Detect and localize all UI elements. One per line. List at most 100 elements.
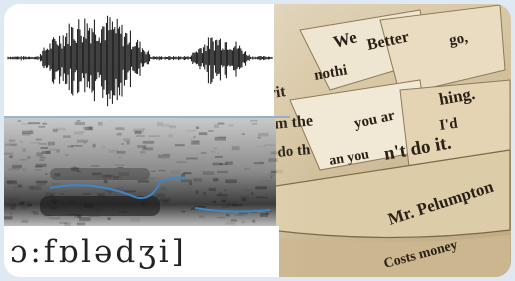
spectrogram-cell — [217, 171, 228, 173]
spectrogram-cell — [115, 127, 124, 130]
spectrogram-cell — [271, 151, 278, 154]
spectrogram-cell — [133, 129, 144, 133]
spectrogram-cell — [181, 180, 192, 183]
spectrogram-cell — [226, 214, 230, 216]
spectrogram-cell — [217, 194, 228, 196]
spectrogram-cell — [108, 150, 118, 153]
spectrogram-cell — [218, 123, 225, 125]
spectrogram-cell — [158, 155, 170, 159]
spectrogram-cell — [235, 215, 245, 216]
spectrogram-cell — [158, 170, 165, 171]
image: WenothiBetterwritrom theyou arhing.'t do… — [0, 0, 515, 281]
spectrogram-cell — [27, 204, 32, 207]
spectrogram-cell — [18, 185, 23, 188]
spectrogram-cell — [59, 222, 67, 224]
spectrogram-cell — [88, 216, 100, 217]
spectrogram-cell — [39, 159, 44, 161]
spectrogram-cell — [215, 137, 226, 141]
spectrogram-cell — [12, 165, 22, 169]
spectrogram-cell — [225, 190, 227, 192]
spectrogram-cell — [77, 120, 81, 122]
spectrogram-cell — [33, 212, 39, 215]
spectrogram-cell — [269, 174, 275, 176]
spectrogram-cell — [213, 178, 218, 181]
spectrogram-cell — [21, 123, 30, 125]
spectrogram-cell — [187, 130, 196, 132]
spectrogram-cell — [43, 123, 47, 125]
spectrogram-cell — [258, 137, 261, 139]
spectrogram-cell — [28, 187, 33, 189]
spectrogram-cell — [193, 136, 195, 138]
spectrogram-cell — [186, 157, 198, 159]
spectrogram-cell — [270, 176, 272, 178]
spectrogram-cell — [39, 126, 46, 128]
spectrogram-cell — [193, 141, 200, 142]
spectrogram-cell — [208, 130, 213, 132]
spectrogram-cell — [160, 187, 166, 191]
spectrogram-cell — [242, 133, 245, 135]
spectrogram-cell — [182, 211, 186, 212]
spectrogram-cell — [77, 140, 88, 143]
spectrogram-cell — [201, 152, 206, 154]
spectrogram-cell — [131, 218, 140, 222]
spectrogram-cell — [242, 198, 247, 201]
spectrogram-cell — [213, 201, 216, 203]
spectrogram-cell — [271, 171, 277, 173]
spectrogram-cell — [268, 158, 277, 162]
spectrogram-cell — [30, 142, 40, 143]
spectrogram-cell — [74, 131, 83, 134]
spectrogram-cell — [156, 193, 165, 197]
paper-text-fragment: go, — [448, 30, 469, 49]
spectrogram-cell — [121, 143, 124, 145]
spectrogram-cell — [255, 186, 267, 189]
spectrogram-cell — [203, 192, 206, 196]
spectrogram-cell — [231, 219, 237, 222]
spectrogram-cell — [83, 127, 92, 130]
spectrogram-cell — [214, 147, 217, 149]
spectrogram-cell — [45, 192, 55, 196]
spectrogram-cell — [104, 180, 108, 183]
spectrogram-cell — [189, 182, 191, 185]
spectrogram-cell — [10, 206, 15, 209]
spectrogram-cell — [37, 183, 45, 185]
spectrogram-cell — [222, 200, 226, 203]
spectrogram-cell — [67, 146, 73, 148]
spectrogram-cell — [225, 162, 233, 165]
spectrogram-cell — [261, 181, 272, 182]
spectrogram-cell — [75, 122, 85, 125]
spectrogram-cell — [136, 135, 144, 137]
spectrogram-cell — [79, 217, 91, 221]
spectrogram-cell — [114, 165, 125, 166]
spectrogram-cell — [213, 163, 223, 166]
spectrogram-cell — [151, 171, 156, 172]
spectrogram-cell — [36, 181, 48, 183]
spectrogram-cell — [214, 125, 219, 128]
spectrogram-cell — [252, 123, 257, 125]
spectrogram-cell — [22, 220, 29, 223]
spectrogram-cell — [48, 142, 55, 146]
spectrogram-cell — [257, 146, 267, 147]
spectrogram-cell — [40, 147, 48, 149]
spectrogram-cell — [53, 129, 58, 132]
spectrogram-cell — [138, 180, 150, 183]
spectrogram-cell — [157, 122, 163, 126]
spectrogram-cell — [210, 151, 215, 153]
spectrogram-cell — [5, 144, 16, 146]
spectrogram-cell — [63, 135, 71, 138]
spectrogram-cell — [9, 140, 16, 142]
spectrogram-cell — [108, 191, 112, 194]
spectrogram-cell — [117, 133, 122, 136]
spectrogram-cell — [36, 139, 42, 141]
spectrogram-cell — [56, 128, 66, 131]
spectrogram-cell — [260, 213, 268, 217]
spectrogram-cell — [142, 147, 153, 150]
spectrogram-cell — [22, 148, 26, 152]
spectrogram-cell — [27, 156, 31, 159]
spectrogram-cell — [199, 215, 205, 218]
spectrogram-cell — [35, 169, 41, 171]
spectrogram-cell — [177, 161, 187, 163]
spectrogram-cell — [251, 192, 253, 194]
spectrogram-cell — [10, 212, 13, 215]
spectrogram-cell — [264, 145, 275, 146]
spectrogram-cell — [49, 149, 56, 151]
